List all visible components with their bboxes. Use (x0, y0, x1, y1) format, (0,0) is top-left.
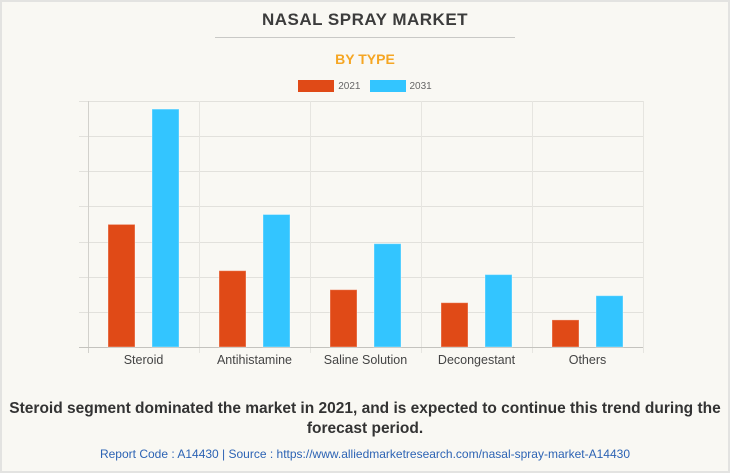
bar-2031-antihistamine[interactable] (262, 214, 291, 348)
bar-2021-steroid[interactable] (107, 223, 136, 348)
bar-2021-decongestant[interactable] (440, 302, 469, 348)
x-tick-label: Antihistamine (217, 353, 292, 367)
bar-2031-others[interactable] (595, 295, 624, 348)
bar-2031-decongestant[interactable] (484, 274, 513, 348)
legend-item-2031[interactable]: 2031 (369, 80, 432, 92)
legend-swatch-2021 (298, 80, 335, 92)
bar-2021-others[interactable] (551, 319, 580, 348)
x-tick-label: Saline Solution (324, 353, 407, 367)
chart-subtitle: BY TYPE (335, 51, 395, 67)
source-link[interactable]: Report Code : A14430 | Source : https://… (99, 447, 631, 461)
title-divider (215, 37, 515, 38)
x-tick-label: Decongestant (438, 353, 516, 367)
bar-2031-steroid[interactable] (151, 108, 180, 348)
legend-label-2021: 2021 (338, 80, 361, 92)
legend-swatch-2031 (369, 80, 406, 92)
bar-2021-saline-solution[interactable] (329, 289, 358, 348)
legend: 2021 2031 (0, 80, 730, 92)
x-tick-label: Steroid (124, 353, 164, 367)
insight-text: Steroid segment dominated the market in … (9, 400, 721, 437)
bar-2021-antihistamine[interactable] (218, 270, 247, 348)
x-tick-label: Others (569, 353, 607, 367)
legend-label-2031: 2031 (409, 80, 432, 92)
bar-2031-saline-solution[interactable] (373, 243, 402, 348)
legend-item-2021[interactable]: 2021 (298, 80, 361, 92)
chart-title: NASAL SPRAY MARKET (261, 10, 469, 29)
